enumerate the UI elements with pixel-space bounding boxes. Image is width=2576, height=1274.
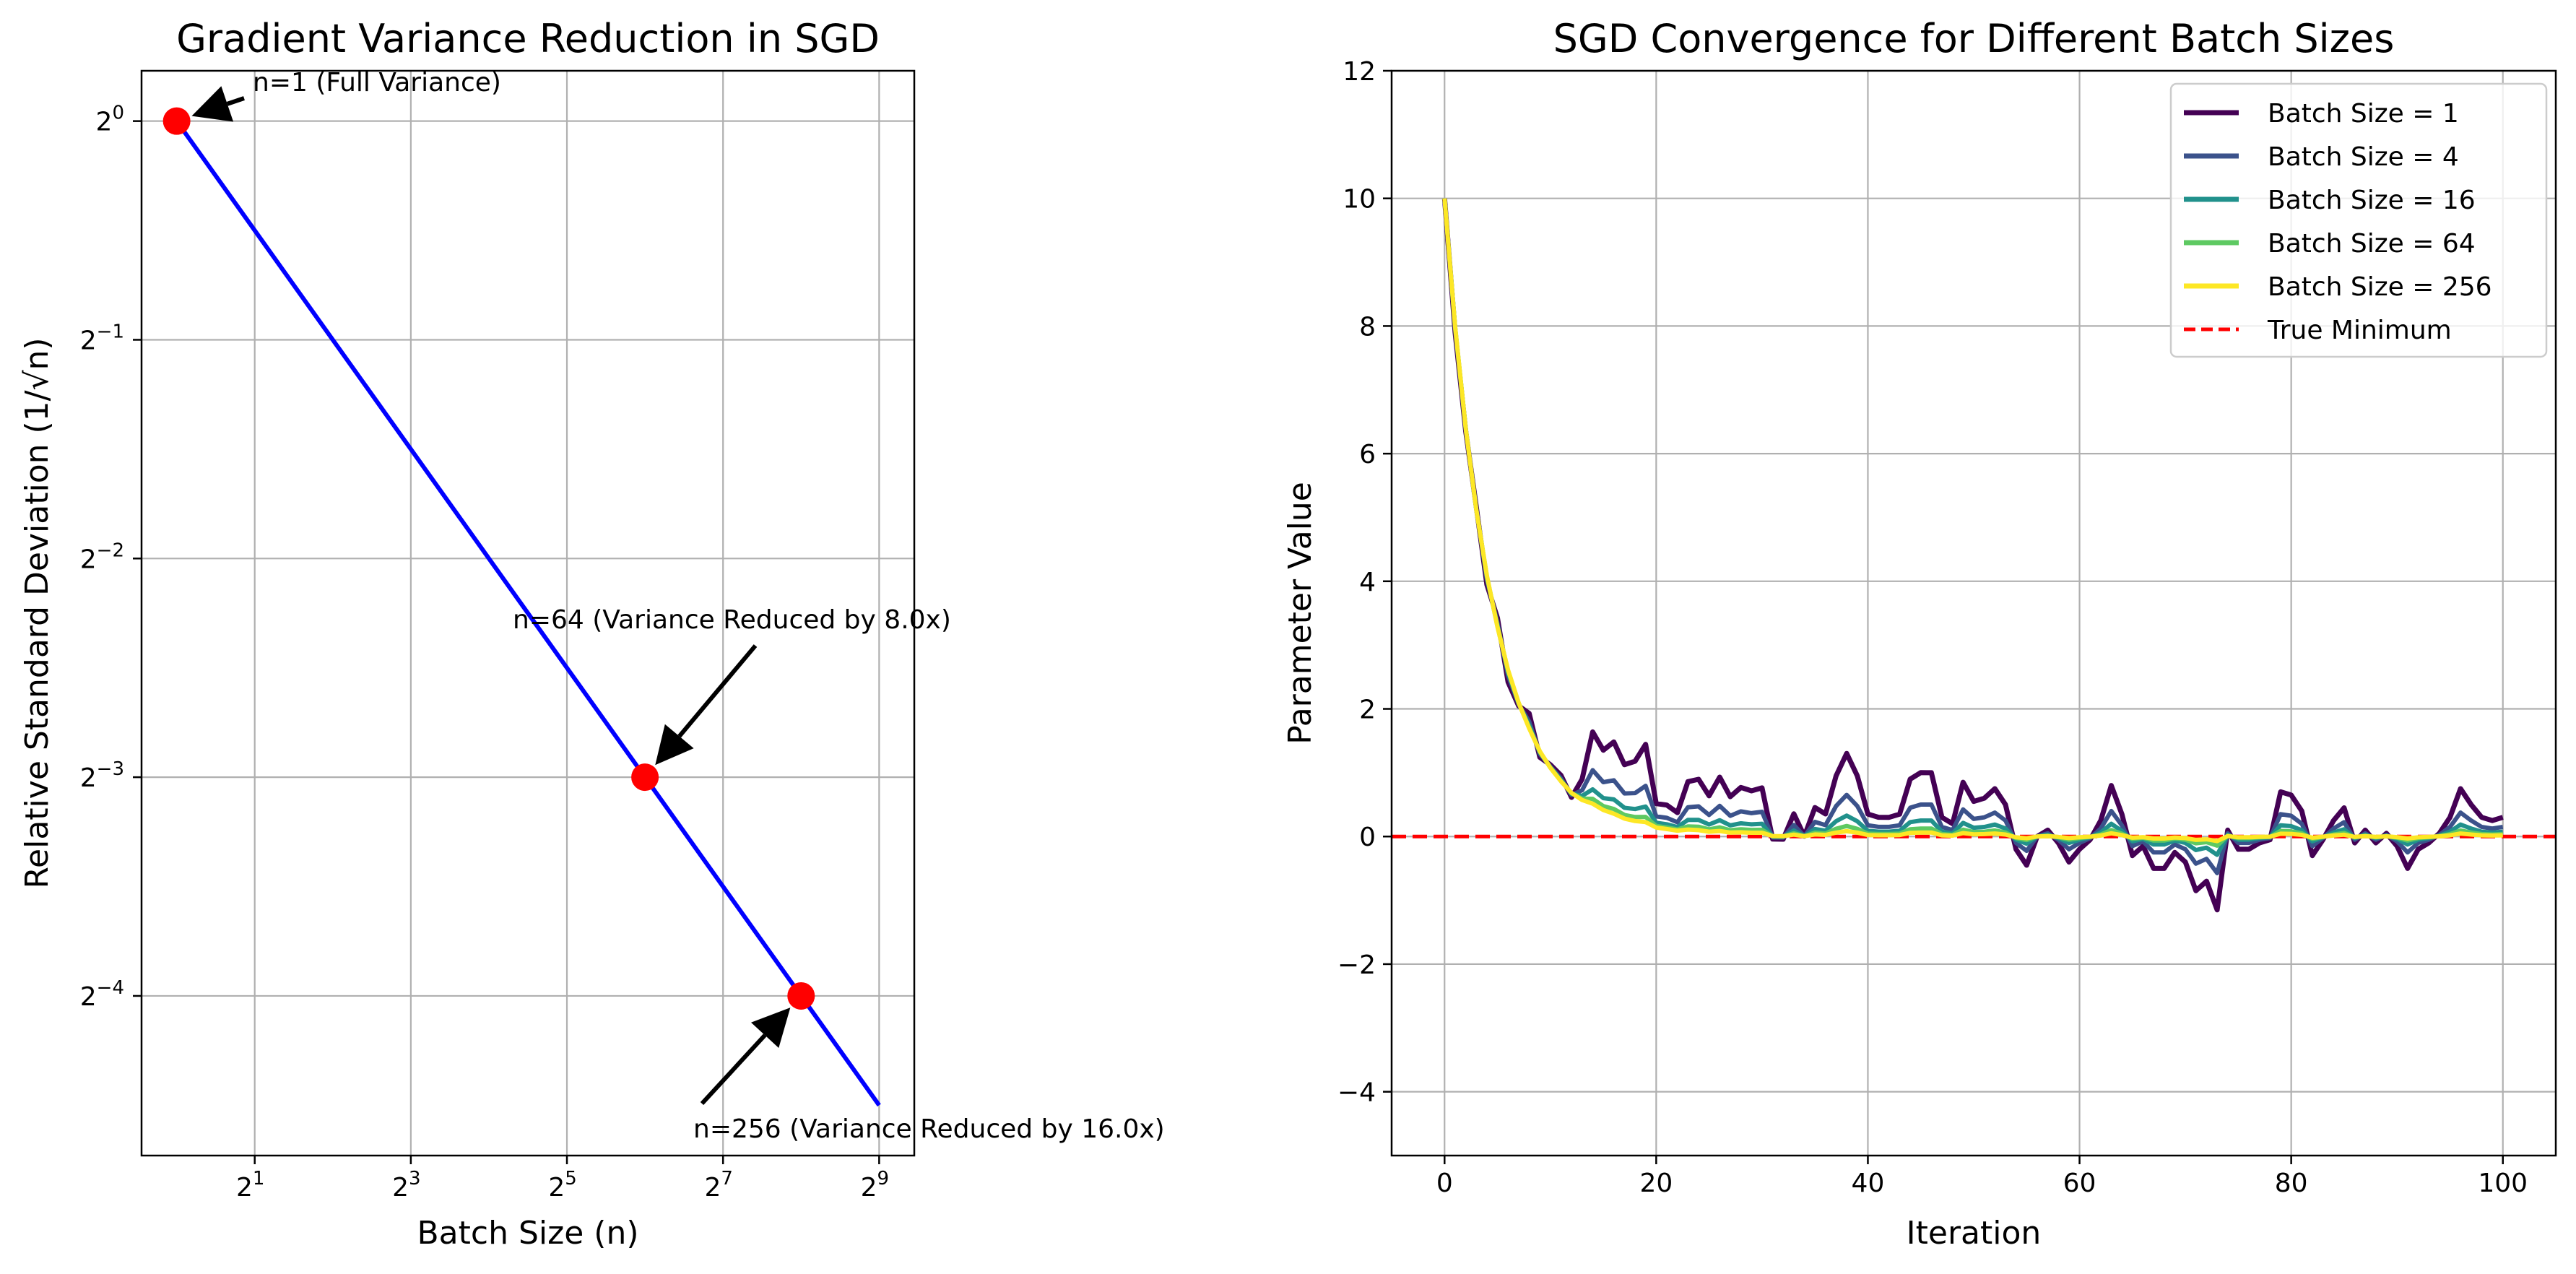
legend-label: Batch Size = 1	[2268, 99, 2459, 129]
right-plot-frame	[1390, 69, 2557, 1157]
left-chart-title: Gradient Variance Reduction in SGD	[176, 16, 880, 61]
variance-reduction-chart: 21 23 25 27 29 20 2−1 2−2 2−3 2−4 n=1 (Full Vari…	[19, 16, 1165, 1252]
data-point	[787, 982, 815, 1010]
left-y-tick-label: 2−3	[80, 758, 124, 793]
left-x-tick-label: 23	[392, 1168, 420, 1202]
right-y-tick-label: 10	[1343, 185, 1376, 214]
data-point	[631, 763, 659, 792]
data-point	[162, 107, 191, 135]
right-y-tick-label: −2	[1337, 950, 1376, 980]
annotation-arrow-head	[655, 724, 694, 766]
legend-box	[2169, 82, 2548, 358]
annotation-label: n=1 (Full Variance)	[253, 68, 501, 98]
annotation-arrow-shaft	[677, 644, 758, 738]
right-y-tick-label: −4	[1337, 1078, 1376, 1108]
legend-label: Batch Size = 16	[2268, 186, 2476, 215]
right-x-tick-label: 40	[1852, 1169, 1885, 1198]
left-y-tick-label: 20	[96, 103, 124, 137]
left-y-axis-label: Relative Standard Deviation (1/√n)	[19, 337, 56, 888]
left-x-tick-label: 25	[548, 1168, 576, 1202]
annotation-arrow-head	[191, 86, 234, 122]
left-x-tick-label: 29	[861, 1168, 889, 1202]
annotation-arrow-shaft	[700, 1034, 767, 1106]
legend-label: Batch Size = 4	[2268, 142, 2459, 172]
series-line	[1442, 198, 2503, 844]
legend-label: True Minimum	[2267, 316, 2452, 345]
left-x-axis-label: Batch Size (n)	[417, 1215, 639, 1252]
annotation-label: n=256 (Variance Reduced by 16.0x)	[693, 1114, 1165, 1144]
right-x-tick-label: 60	[2063, 1169, 2096, 1198]
right-chart-title: SGD Convergence for Different Batch Size…	[1553, 16, 2395, 61]
right-y-axis-label: Parameter Value	[1282, 482, 1319, 745]
right-x-tick-label: 0	[1436, 1169, 1453, 1198]
right-y-tick-label: 4	[1359, 568, 1376, 597]
sgd-convergence-chart: 0 20 40 60 80 100 −4 −2 0 2 4 6 8 10 12 SGD Convergen…	[1282, 16, 2557, 1252]
annotation-label: n=64 (Variance Reduced by 8.0x)	[513, 605, 951, 635]
right-x-tick-label: 20	[1639, 1169, 1673, 1198]
right-y-tick-label: 12	[1343, 57, 1376, 87]
annotation-arrow-head	[751, 1008, 791, 1048]
right-x-tick-label: 100	[2478, 1169, 2528, 1198]
variance-line	[175, 119, 881, 1107]
right-y-tick-label: 2	[1359, 696, 1376, 725]
left-y-tick-label: 2−1	[80, 321, 124, 355]
annotation-arrow-shaft	[226, 96, 245, 106]
legend-label: Batch Size = 64	[2268, 229, 2476, 259]
right-x-tick-label: 80	[2275, 1169, 2308, 1198]
left-y-tick-label: 2−4	[80, 977, 124, 1012]
right-y-tick-label: 0	[1359, 823, 1376, 852]
left-y-tick-label: 2−2	[80, 540, 124, 574]
right-y-tick-label: 8	[1359, 312, 1376, 342]
left-plot-frame	[140, 69, 916, 1157]
right-y-tick-label: 6	[1359, 440, 1376, 469]
legend: Batch Size = 1 Batch Size = 4 Batch Size =…	[2169, 82, 2548, 358]
legend-label: Batch Size = 256	[2268, 272, 2492, 302]
right-x-axis-label: Iteration	[1907, 1215, 2042, 1252]
left-x-tick-label: 21	[236, 1168, 264, 1202]
left-x-tick-label: 27	[704, 1168, 732, 1202]
